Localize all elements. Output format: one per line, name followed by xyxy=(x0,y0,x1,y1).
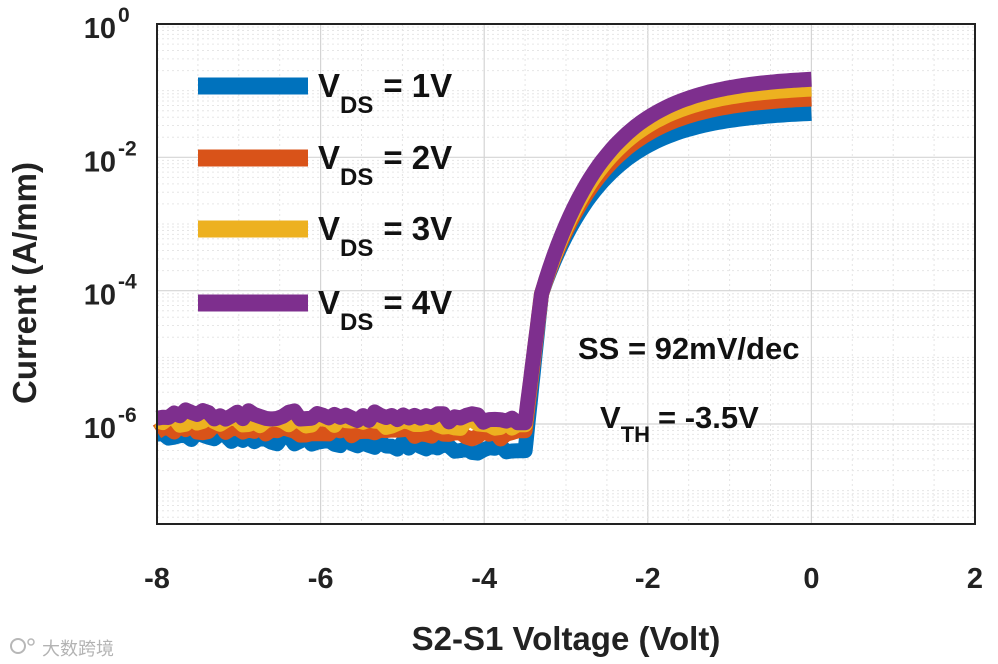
legend-label-subscript: DS xyxy=(340,309,373,336)
plot-area xyxy=(152,23,976,525)
legend-label-main: V xyxy=(318,284,340,321)
ss-annotation-text: SS = 92mV/dec xyxy=(578,331,799,366)
watermark-logo-icon xyxy=(10,638,26,654)
legend-label-main: V xyxy=(318,210,340,247)
legend-label-tail: = 4V xyxy=(383,284,452,321)
legend-label: VDS = 2V xyxy=(318,139,452,191)
y-tick-label: 10 xyxy=(84,146,116,178)
vth-main: V xyxy=(600,400,621,435)
legend-label-subscript: DS xyxy=(340,92,373,119)
series-group xyxy=(152,71,815,461)
x-tick-label: -2 xyxy=(635,563,661,595)
plot-frame xyxy=(156,23,976,525)
y-tick-exponent: 0 xyxy=(118,4,130,27)
legend-entry: VDS = 4V xyxy=(198,284,452,336)
series-line xyxy=(155,71,815,431)
legend-label-subscript: DS xyxy=(340,235,373,262)
x-tick-label: 0 xyxy=(803,563,819,595)
x-axis-title: S2-S1 Voltage (Volt) xyxy=(412,620,721,657)
y-tick-exponent: -2 xyxy=(118,137,137,160)
watermark-logo-dot-icon xyxy=(27,638,35,646)
legend-label-tail: = 1V xyxy=(383,67,452,104)
x-tick-labels: -8 -6 -4 -2 0 2 xyxy=(144,563,983,595)
y-tick-label: 10 xyxy=(84,413,116,445)
vth-annotation-text: VTH = -3.5V xyxy=(600,400,759,447)
y-tick-exponent: -4 xyxy=(118,271,137,294)
legend-label: VDS = 3V xyxy=(318,210,452,262)
x-tick-label: 2 xyxy=(967,563,983,595)
x-tick-label: -8 xyxy=(144,563,170,595)
x-tick-label: -4 xyxy=(471,563,497,595)
x-tick-label: -6 xyxy=(308,563,334,595)
vth-subscript: TH xyxy=(621,422,650,447)
legend-entry: VDS = 3V xyxy=(198,210,452,262)
legend-label: VDS = 1V xyxy=(318,67,452,119)
y-tick-label: 10 xyxy=(84,13,116,45)
legend-entry: VDS = 1V xyxy=(198,67,452,119)
y-tick-label: 10 xyxy=(84,280,116,312)
legend-label-subscript: DS xyxy=(340,164,373,191)
vth-tail: = -3.5V xyxy=(658,400,759,435)
legend-label-main: V xyxy=(318,67,340,104)
legend-label-tail: = 2V xyxy=(383,139,452,176)
legend-entry: VDS = 2V xyxy=(198,139,452,191)
y-axis-title: Current (A/mm) xyxy=(6,162,43,404)
watermark-text: 大数跨境 xyxy=(42,639,114,660)
ss-annotation: SS = 92mV/dec xyxy=(578,331,799,366)
y-tick-exponent: -6 xyxy=(118,404,137,427)
vth-annotation: VTH = -3.5V xyxy=(600,400,759,447)
legend-label-main: V xyxy=(318,139,340,176)
legend-label: VDS = 4V xyxy=(318,284,452,336)
legend-label-tail: = 3V xyxy=(383,210,452,247)
watermark: 大数跨境 xyxy=(10,638,114,660)
